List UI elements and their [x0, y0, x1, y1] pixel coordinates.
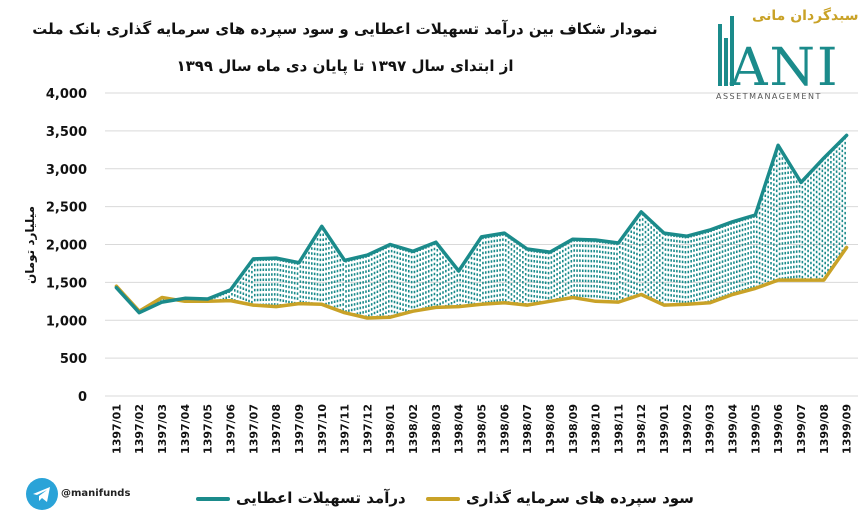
legend-swatch-deposit — [426, 497, 460, 501]
x-tick-label: 1397/02 — [133, 404, 146, 454]
series-line-loan-income — [114, 133, 849, 315]
x-axis-tick-labels: 1397/01 1397/02 1397/03 1397/04 1397/05 1397/… — [110, 404, 853, 454]
x-tick-label: 1398/09 — [567, 404, 580, 454]
x-tick-label: 1399/09 — [841, 404, 854, 454]
x-tick-label: 1397/08 — [270, 404, 283, 454]
x-tick-label: 1398/07 — [521, 404, 534, 454]
legend-swatch-income — [196, 497, 230, 501]
legend-label-income: درآمد تسهیلات اعطایی — [236, 489, 406, 507]
logo-brand-text: ANI — [730, 38, 840, 98]
x-tick-label: 1399/06 — [772, 404, 785, 454]
x-tick-label: 1397/05 — [202, 404, 215, 454]
y-tick-label: 500 — [60, 352, 87, 367]
x-tick-label: 1397/12 — [361, 404, 374, 454]
series-line-deposit-interest — [114, 245, 849, 320]
logo-bar — [724, 38, 728, 86]
x-tick-label: 1399/02 — [681, 404, 694, 454]
x-tick-label: 1399/04 — [727, 404, 740, 454]
x-tick-label: 1398/02 — [407, 404, 420, 454]
x-tick-label: 1398/04 — [453, 404, 466, 454]
x-tick-label: 1399/05 — [749, 404, 762, 454]
x-tick-label: 1398/08 — [544, 404, 557, 454]
logo-bar — [718, 24, 722, 86]
x-tick-label: 1398/06 — [498, 404, 511, 454]
social-handle[interactable]: @manifunds — [61, 488, 131, 499]
x-tick-label: 1397/01 — [110, 404, 123, 454]
x-tick-label: 1398/05 — [476, 404, 489, 454]
x-tick-label: 1397/09 — [293, 404, 306, 454]
x-tick-label: 1399/08 — [818, 404, 831, 454]
y-tick-label: 1,000 — [46, 314, 87, 329]
y-tick-label: 0 — [78, 390, 87, 405]
mani-logo: سبدگردان مانی ANI ASSETMANAGEMENT — [712, 8, 860, 104]
y-tick-label: 2,500 — [46, 201, 87, 216]
telegram-icon[interactable] — [26, 478, 58, 510]
x-tick-label: 1397/03 — [156, 404, 169, 454]
y-axis-tick-labels: 4,000 3,500 3,000 2,500 2,000 1,500 1,000 500 0 — [46, 87, 87, 405]
gridlines — [105, 92, 858, 397]
series-lines — [114, 133, 849, 320]
x-tick-label: 1398/11 — [612, 404, 625, 454]
x-tick-label: 1398/10 — [590, 404, 603, 454]
y-tick-label: 3,000 — [46, 163, 87, 178]
y-tick-label: 1,500 — [46, 276, 87, 291]
x-tick-label: 1397/06 — [225, 404, 238, 454]
x-tick-label: 1398/01 — [384, 404, 397, 454]
x-tick-label: 1398/12 — [635, 404, 648, 454]
x-tick-label: 1397/07 — [247, 404, 260, 454]
y-tick-label: 2,000 — [46, 239, 87, 254]
logo-subtitle: ASSETMANAGEMENT — [716, 92, 822, 101]
logo-persian-text: سبدگردان مانی — [752, 8, 859, 24]
x-tick-label: 1399/01 — [658, 404, 671, 454]
x-tick-label: 1398/03 — [430, 404, 443, 454]
legend-label-deposit: سود سپرده های سرمایه گذاری — [466, 489, 694, 507]
y-tick-label: 4,000 — [46, 87, 87, 102]
chart-title: نمودار شکاف بین درآمد تسهیلات اعطایی و س… — [32, 20, 658, 38]
y-axis-label: میلیارد تومان — [23, 206, 38, 284]
logo-bar — [730, 16, 734, 86]
gap-hatching — [117, 136, 846, 318]
chart-subtitle: از ابتدای سال ۱۳۹۷ تا پایان دی ماه سال ۱… — [176, 57, 514, 75]
x-tick-label: 1397/10 — [316, 404, 329, 454]
x-tick-label: 1397/11 — [339, 404, 352, 454]
x-tick-label: 1399/07 — [795, 404, 808, 454]
x-tick-label: 1399/03 — [704, 404, 717, 454]
x-tick-label: 1397/04 — [179, 404, 192, 454]
y-tick-label: 3,500 — [46, 125, 87, 140]
